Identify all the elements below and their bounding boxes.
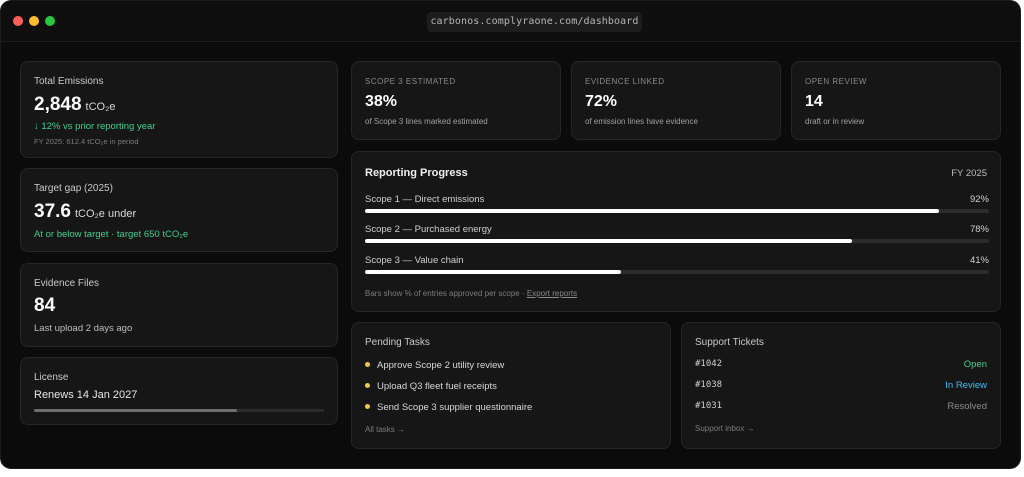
pending-dot-icon xyxy=(365,383,370,388)
progress-fill xyxy=(365,270,621,274)
task-label: Upload Q3 fleet fuel receipts xyxy=(377,381,497,392)
progress-fill xyxy=(365,239,852,243)
pending-dot-icon xyxy=(365,362,370,367)
progress-row-label: Scope 1 — Direct emissions xyxy=(365,194,485,205)
address-bar[interactable]: carbonos.complyraone.com/dashboard xyxy=(427,12,642,32)
kpi-label: OPEN REVIEW xyxy=(805,77,867,86)
evidence-files-label: Evidence Files xyxy=(34,278,100,289)
target-gap-unit: tCO₂e under xyxy=(74,208,137,220)
pending-tasks-card: Pending Tasks Approve Scope 2 utility re… xyxy=(351,322,671,449)
reporting-period: FY 2025 xyxy=(951,168,987,179)
support-tickets-card: Support Tickets #1042 Open #1038 In Revi… xyxy=(681,322,1001,449)
license-label: License xyxy=(34,372,69,383)
support-tickets-title: Support Tickets xyxy=(695,337,764,348)
task-item[interactable]: Approve Scope 2 utility review xyxy=(365,360,504,371)
target-gap-status: At or below target · target 650 tCO₂e xyxy=(34,229,189,240)
ticket-status: In Review xyxy=(945,380,987,391)
license-progress-track xyxy=(34,409,324,412)
progress-track xyxy=(365,239,989,243)
evidence-files-note: Last upload 2 days ago xyxy=(34,323,133,334)
target-gap-label: Target gap (2025) xyxy=(34,183,113,194)
kpi-note: of emission lines have evidence xyxy=(585,117,698,126)
license-card: License Renews 14 Jan 2027 xyxy=(20,357,338,425)
progress-row-percent: 41% xyxy=(969,255,989,266)
task-label: Approve Scope 2 utility review xyxy=(377,360,505,371)
task-item[interactable]: Upload Q3 fleet fuel receipts xyxy=(365,381,497,392)
evidence-files-value: 84 xyxy=(34,295,56,316)
reporting-footnote: Bars show % of entries approved per scop… xyxy=(365,289,577,298)
total-emissions-note: FY 2025: 612.4 tCO₂e in period xyxy=(34,137,139,146)
target-gap-card: Target gap (2025) 37.6 tCO₂e under At or … xyxy=(20,168,338,252)
minimize-window-button[interactable] xyxy=(29,16,39,26)
progress-row-label: Scope 2 — Purchased energy xyxy=(365,224,492,235)
kpi-value: 72% xyxy=(585,93,618,110)
total-emissions-number: 2,848 xyxy=(34,94,82,115)
total-emissions-card: Total Emissions 2,848 tCO₂e ↓ 12% vs prio… xyxy=(20,61,338,158)
target-gap-number: 37.6 xyxy=(34,201,71,222)
pending-tasks-title: Pending Tasks xyxy=(365,337,430,348)
progress-row-label: Scope 3 — Value chain xyxy=(365,255,464,266)
ticket-row[interactable]: #1042 Open xyxy=(682,359,1000,373)
task-label: Send Scope 3 supplier questionnaire xyxy=(377,402,533,413)
title-bar: carbonos.complyraone.com/dashboard xyxy=(1,1,1020,42)
ticket-row[interactable]: #1038 In Review xyxy=(682,380,1000,394)
kpi-card-open-review: OPEN REVIEW 14 draft or in review xyxy=(791,61,1001,140)
kpi-label: SCOPE 3 ESTIMATED xyxy=(365,77,456,86)
task-item[interactable]: Send Scope 3 supplier questionnaire xyxy=(365,402,532,413)
browser-window: carbonos.complyraone.com/dashboard Total… xyxy=(1,1,1020,468)
progress-fill xyxy=(365,209,940,213)
maximize-window-button[interactable] xyxy=(45,16,55,26)
kpi-value: 14 xyxy=(805,93,823,110)
target-gap-value: 37.6 tCO₂e under xyxy=(34,201,136,223)
ticket-id: #1031 xyxy=(695,401,723,411)
total-emissions-value: 2,848 tCO₂e xyxy=(34,94,116,116)
support-inbox-link[interactable]: Support inbox → xyxy=(695,424,755,433)
reporting-footnote-text: Bars show % of entries approved per scop… xyxy=(365,289,527,298)
kpi-card-scope3-estimated: SCOPE 3 ESTIMATED 38% of Scope 3 lines m… xyxy=(351,61,561,140)
ticket-status: Resolved xyxy=(947,401,987,412)
kpi-card-evidence-linked: EVIDENCE LINKED 72% of emission lines ha… xyxy=(571,61,781,140)
reporting-progress-title: Reporting Progress xyxy=(365,167,468,179)
total-emissions-label: Total Emissions xyxy=(34,76,104,87)
export-reports-link[interactable]: Export reports xyxy=(526,289,578,298)
ticket-row[interactable]: #1031 Resolved xyxy=(682,401,1000,415)
ticket-id: #1042 xyxy=(695,359,723,369)
progress-row-percent: 78% xyxy=(969,224,989,235)
progress-track xyxy=(365,209,989,213)
license-progress-fill xyxy=(34,409,237,412)
progress-row-percent: 92% xyxy=(969,194,989,205)
ticket-status: Open xyxy=(963,359,987,370)
total-emissions-unit: tCO₂e xyxy=(85,101,116,113)
kpi-note: of Scope 3 lines marked estimated xyxy=(365,117,488,126)
evidence-files-card: Evidence Files 84 Last upload 2 days ago xyxy=(20,263,338,347)
pending-dot-icon xyxy=(365,404,370,409)
kpi-label: EVIDENCE LINKED xyxy=(585,77,665,86)
kpi-value: 38% xyxy=(365,93,398,110)
progress-track xyxy=(365,270,989,274)
all-tasks-link[interactable]: All tasks → xyxy=(365,425,406,434)
reporting-progress-card: Reporting Progress FY 2025 Scope 1 — Dir… xyxy=(351,151,1001,312)
close-window-button[interactable] xyxy=(13,16,23,26)
kpi-note: draft or in review xyxy=(805,117,865,126)
ticket-id: #1038 xyxy=(695,380,723,390)
total-emissions-delta: ↓ 12% vs prior reporting year xyxy=(34,121,156,132)
license-renewal: Renews 14 Jan 2027 xyxy=(34,389,138,401)
